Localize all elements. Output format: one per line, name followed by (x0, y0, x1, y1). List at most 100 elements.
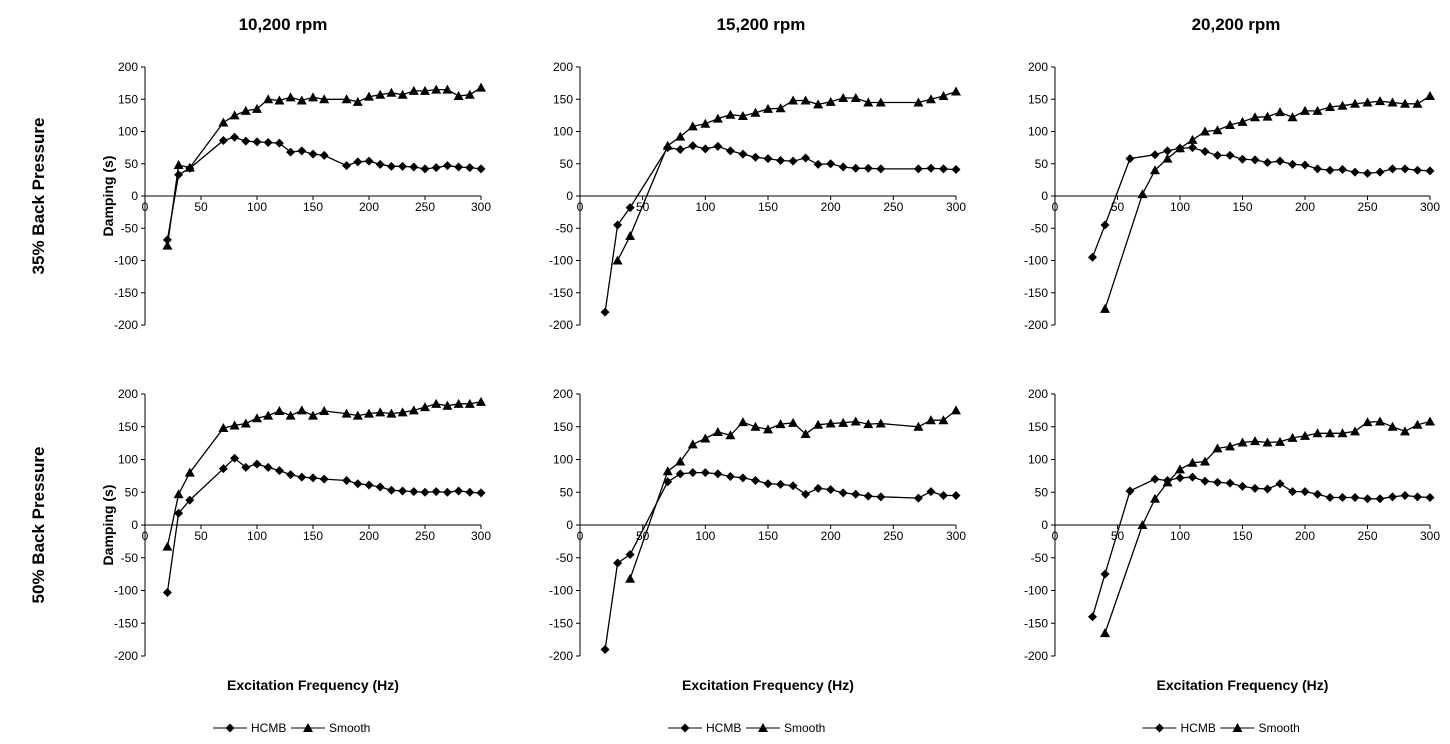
y-tick-label: -100 (114, 254, 138, 268)
data-point-hcmb (353, 479, 363, 489)
x-tick-label: 250 (415, 529, 435, 543)
data-point-smooth (319, 94, 330, 104)
y-tick-label: 50 (125, 157, 139, 171)
data-point-hcmb (750, 475, 760, 485)
data-point-hcmb (1200, 476, 1210, 486)
y-tick-label: -150 (114, 616, 138, 630)
data-point-smooth (1212, 125, 1223, 135)
data-point-hcmb (1288, 159, 1297, 169)
y-tick-label: -200 (1024, 649, 1048, 663)
data-point-smooth (1100, 628, 1110, 638)
x-tick-label: 0 (142, 200, 149, 214)
x-axis-title: Excitation Frequency (Hz) (682, 677, 854, 693)
data-point-hcmb (838, 162, 848, 172)
data-point-hcmb (241, 462, 251, 472)
x-tick-label: 0 (1052, 529, 1059, 543)
x-tick-label: 300 (471, 200, 491, 214)
data-point-hcmb (1338, 492, 1347, 502)
data-point-smooth (453, 91, 464, 101)
data-point-smooth (1200, 456, 1210, 466)
data-point-smooth (763, 103, 773, 113)
data-point-smooth (700, 433, 711, 443)
data-point-smooth (386, 408, 397, 418)
data-point-hcmb (750, 152, 760, 162)
data-point-hcmb (913, 164, 923, 174)
row-title-35: 35% Back Pressure (29, 118, 48, 275)
data-point-hcmb (1088, 252, 1097, 262)
data-point-hcmb (738, 473, 748, 483)
data-point-smooth (1362, 417, 1373, 427)
x-tick-label: 200 (359, 529, 379, 543)
data-point-smooth (1275, 436, 1285, 446)
data-point-smooth (263, 410, 274, 420)
y-tick-label: -200 (114, 649, 138, 663)
data-point-hcmb (1375, 494, 1385, 504)
data-point-smooth (1300, 105, 1310, 115)
data-point-hcmb (241, 136, 251, 146)
y-tick-label: 100 (1028, 453, 1048, 467)
data-point-hcmb (263, 137, 273, 147)
data-point-hcmb (420, 487, 430, 497)
y-tick-label: -50 (556, 551, 574, 565)
data-point-hcmb (1150, 150, 1160, 160)
data-point-hcmb (863, 491, 873, 501)
data-point-smooth (364, 408, 374, 418)
data-point-hcmb (725, 472, 735, 482)
y-tick-label: -100 (1024, 254, 1048, 268)
data-point-hcmb (476, 164, 486, 174)
data-point-smooth (1200, 126, 1210, 136)
data-point-hcmb (1300, 160, 1310, 170)
data-point-smooth (173, 160, 184, 170)
data-point-smooth (1375, 416, 1385, 426)
data-point-hcmb (398, 161, 408, 171)
x-tick-label: 300 (471, 529, 491, 543)
x-tick-label: 300 (946, 529, 966, 543)
data-point-smooth (951, 86, 961, 96)
x-tick-label: 0 (577, 529, 584, 543)
data-point-hcmb (1250, 483, 1260, 493)
data-point-hcmb (230, 132, 240, 142)
x-tick-label: 100 (247, 200, 267, 214)
x-tick-label: 100 (1170, 200, 1190, 214)
data-point-hcmb (162, 235, 172, 245)
y-tick-label: 0 (566, 189, 573, 203)
data-point-smooth (913, 97, 924, 107)
x-tick-label: 100 (1170, 529, 1190, 543)
data-point-hcmb (613, 558, 623, 568)
data-point-hcmb (938, 491, 948, 501)
data-point-hcmb (725, 146, 735, 156)
data-point-smooth (308, 92, 318, 102)
y-tick-label: 100 (118, 453, 138, 467)
data-point-smooth (813, 419, 824, 429)
x-tick-label: 150 (1232, 529, 1252, 543)
data-point-smooth (352, 410, 363, 420)
data-point-smooth (750, 107, 761, 117)
y-tick-label: 50 (560, 157, 574, 171)
data-point-hcmb (1225, 478, 1235, 488)
data-point-smooth (375, 407, 386, 417)
column-title-20200: 20,200 rpm (1192, 15, 1281, 34)
legend-label-hcmb: HCMB (706, 721, 741, 735)
data-point-smooth (1337, 428, 1348, 438)
data-point-smooth (1412, 98, 1423, 108)
data-point-hcmb (788, 481, 798, 491)
data-point-smooth (252, 103, 262, 113)
x-tick-label: 200 (1295, 529, 1315, 543)
y-tick-label: -50 (121, 551, 139, 565)
data-point-hcmb (600, 644, 610, 654)
data-point-smooth (240, 418, 251, 428)
y-tick-label: -50 (556, 221, 574, 235)
data-point-hcmb (342, 475, 352, 485)
x-axis-title: Excitation Frequency (Hz) (1157, 677, 1329, 693)
legend-marker-smooth (303, 723, 313, 732)
data-point-smooth (1362, 97, 1373, 107)
data-point-smooth (431, 398, 442, 408)
y-tick-label: -50 (1031, 221, 1049, 235)
data-point-smooth (420, 85, 430, 95)
x-tick-label: 250 (1357, 529, 1377, 543)
